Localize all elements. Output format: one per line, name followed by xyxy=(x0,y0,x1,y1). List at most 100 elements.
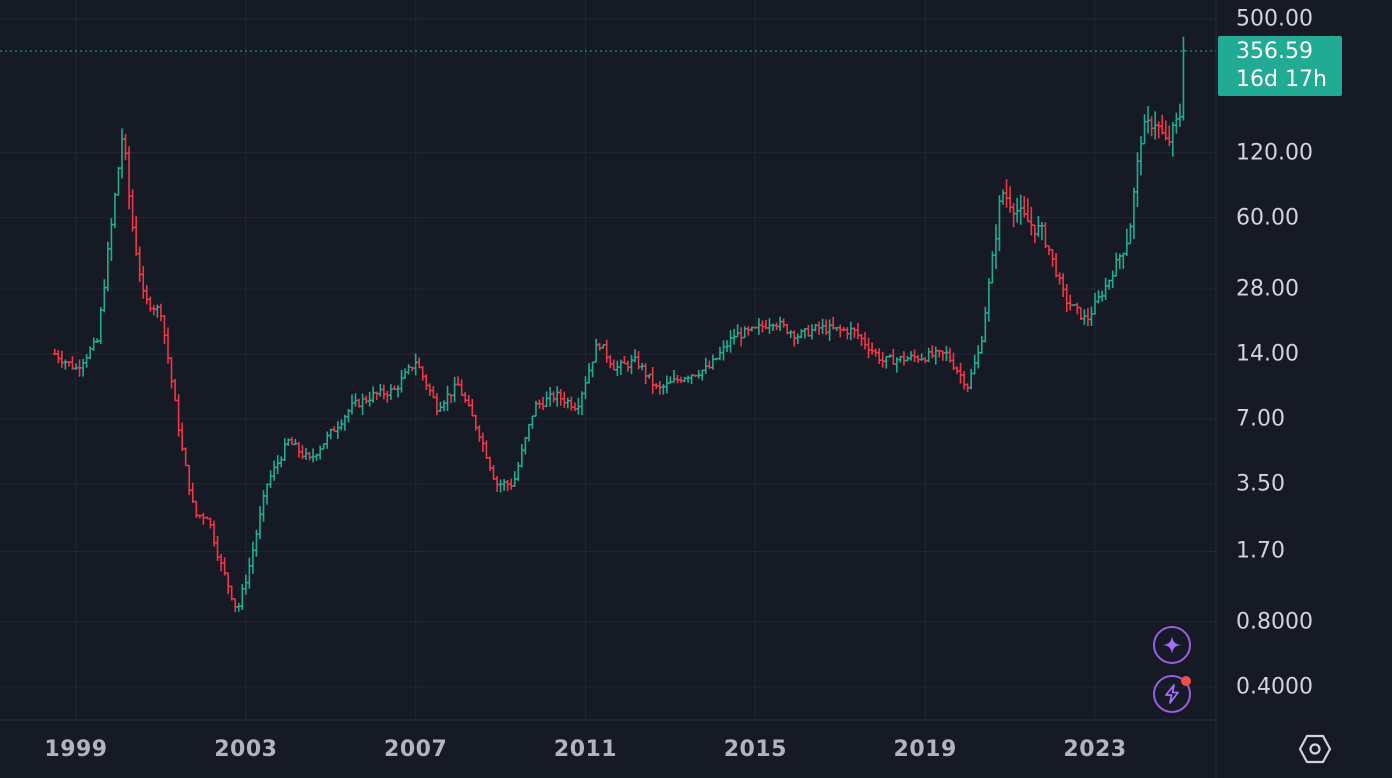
price-bar xyxy=(336,421,340,439)
price-bar xyxy=(1033,224,1037,244)
price-bar xyxy=(198,514,202,519)
price-bar xyxy=(1061,273,1065,298)
price-bar xyxy=(555,386,559,407)
price-bar xyxy=(385,390,390,403)
price-bar xyxy=(979,335,984,354)
price-bar xyxy=(831,316,835,330)
price-bar xyxy=(969,368,973,390)
price-bar xyxy=(604,339,609,363)
x-tick-label: 2011 xyxy=(553,737,618,762)
price-bar xyxy=(792,330,797,347)
price-bar xyxy=(615,360,620,377)
price-bar xyxy=(661,384,666,395)
alerts-button[interactable] xyxy=(1153,675,1191,713)
price-bar xyxy=(481,432,485,453)
price-bar xyxy=(509,478,513,490)
price-bar xyxy=(70,356,75,370)
price-bar xyxy=(958,362,963,384)
price-bar xyxy=(392,385,397,391)
price-bar xyxy=(183,447,188,467)
price-bar xyxy=(1043,222,1048,249)
price-bar xyxy=(205,516,209,520)
price-bar xyxy=(396,385,400,398)
price-bar xyxy=(166,327,170,364)
price-bar xyxy=(612,359,616,371)
price-bar xyxy=(530,415,535,429)
price-bar xyxy=(1047,244,1051,256)
price-bar xyxy=(442,400,446,412)
price-bar xyxy=(1178,103,1182,127)
price-bar xyxy=(948,347,952,363)
price-bar xyxy=(933,346,938,365)
price-bar xyxy=(693,374,697,378)
price-bar xyxy=(286,438,291,446)
price-bar xyxy=(1167,125,1172,147)
price-bar xyxy=(74,363,78,370)
price-bar xyxy=(484,440,489,459)
price-bar xyxy=(463,391,468,403)
price-bar xyxy=(325,431,330,449)
price-bar xyxy=(67,361,71,367)
price-bar xyxy=(817,321,821,335)
price-bar xyxy=(682,376,687,383)
price-bar xyxy=(339,419,344,431)
price-bar xyxy=(495,476,499,492)
price-bar xyxy=(141,266,146,299)
price-bar xyxy=(1089,306,1094,327)
price-bar xyxy=(838,324,843,338)
price-bar xyxy=(658,380,662,395)
price-bar xyxy=(1146,106,1150,134)
price-bar xyxy=(127,146,131,210)
price-bar xyxy=(668,376,673,384)
price-bar xyxy=(679,376,683,384)
price-bar xyxy=(619,359,623,376)
price-bar xyxy=(1139,136,1143,176)
price-bar xyxy=(477,425,482,442)
price-bar xyxy=(944,345,949,362)
price-bar xyxy=(781,318,786,328)
price-bar xyxy=(757,317,761,335)
price-bar xyxy=(353,393,358,407)
price-bar xyxy=(810,323,814,340)
price-bar xyxy=(541,396,545,411)
price-bar xyxy=(247,557,252,589)
price-bar xyxy=(537,399,542,409)
price-bar xyxy=(491,465,496,480)
price-bar xyxy=(374,391,379,401)
price-bar xyxy=(109,218,114,261)
assistant-button[interactable] xyxy=(1153,626,1191,664)
price-bar xyxy=(346,408,351,423)
price-bar xyxy=(116,166,121,196)
price-bar xyxy=(1114,252,1119,277)
price-bar xyxy=(764,319,768,330)
price-bar xyxy=(665,375,669,394)
price-bar xyxy=(1156,121,1161,139)
price-bar xyxy=(771,323,775,332)
price-bar xyxy=(1079,306,1083,321)
price-bar xyxy=(778,316,782,332)
price-bar xyxy=(548,386,552,407)
price-bar xyxy=(849,321,853,341)
price-bar xyxy=(293,438,298,446)
price-bar xyxy=(290,437,294,446)
price-bar xyxy=(580,391,584,416)
y-tick-label: 0.8000 xyxy=(1236,609,1313,635)
price-bar xyxy=(636,351,641,370)
price-bar xyxy=(1064,284,1069,313)
price-bar xyxy=(254,529,259,557)
price-bar xyxy=(1128,223,1133,245)
y-tick-label: 60.00 xyxy=(1236,205,1299,231)
price-bar xyxy=(1142,114,1147,145)
price-bars xyxy=(52,36,1186,613)
price-bar xyxy=(261,490,266,522)
price-bar xyxy=(891,348,896,365)
price-bar xyxy=(56,350,61,364)
hexagon-settings-icon[interactable] xyxy=(1298,734,1332,764)
price-bar xyxy=(1015,197,1019,223)
price-bar xyxy=(558,388,563,406)
lightning-icon xyxy=(1165,684,1179,704)
y-tick-label: 500.00 xyxy=(1236,6,1313,32)
x-tick-label: 2019 xyxy=(893,737,957,762)
price-bar xyxy=(834,326,839,332)
